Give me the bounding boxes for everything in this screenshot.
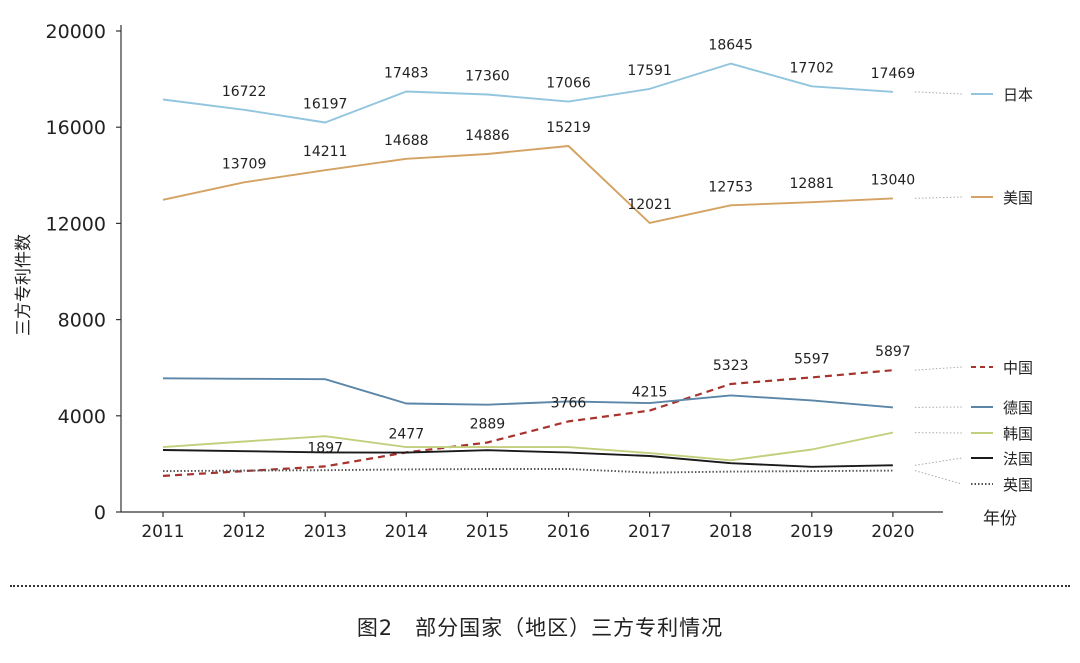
x-tick-label: 2018: [709, 522, 752, 542]
legend-leader-line: [914, 196, 963, 199]
x-tick-label: 2016: [547, 522, 590, 542]
legend-label-中国: 中国: [1003, 359, 1033, 377]
data-label: 5323: [713, 358, 749, 374]
data-label: 17066: [546, 76, 591, 92]
data-label: 1897: [307, 440, 343, 456]
legend-label-英国: 英国: [1003, 476, 1033, 494]
series-line-英国: [162, 468, 893, 474]
x-tick-label: 2015: [466, 522, 509, 542]
ticks: 0 4000 8000 12000 16000 20000 2011 2012 2013 2014…: [14, 21, 1017, 542]
series-line-韩国: [162, 431, 894, 462]
data-label: 17360: [465, 68, 510, 84]
data-label: 13040: [871, 172, 916, 188]
x-axis-label: 年份: [983, 509, 1017, 529]
x-tick-label: 2013: [304, 522, 347, 542]
data-label: 17591: [627, 63, 672, 79]
series-lines: [162, 62, 894, 477]
axes: [120, 25, 943, 513]
figure-caption: 图2 部分国家（地区）三方专利情况: [356, 616, 724, 640]
data-label: 16197: [303, 96, 348, 112]
legend-label-德国: 德国: [1003, 399, 1033, 417]
series-line-中国: [162, 369, 893, 477]
divider: [10, 585, 1070, 587]
legend-label-日本: 日本: [1003, 86, 1033, 104]
y-axis-label: 三方专利件数: [14, 234, 34, 336]
data-label: 4215: [632, 385, 668, 401]
data-label: 17469: [871, 66, 916, 82]
series-line-法国: [162, 449, 893, 468]
data-label: 5597: [794, 351, 830, 367]
data-labels: 16722 16197 17483 17360 17066 17591 18645 17702…: [222, 38, 915, 457]
series-line-德国: [162, 377, 893, 409]
data-label: 14211: [303, 144, 348, 160]
legend-label-法国: 法国: [1003, 450, 1033, 468]
y-tick-label: 16000: [46, 117, 106, 139]
series-line-美国: [162, 145, 893, 224]
x-tick-label: 2019: [790, 522, 833, 542]
legend-leader-line: [914, 470, 963, 485]
data-label: 15219: [546, 120, 591, 136]
data-label: 12021: [627, 197, 672, 213]
data-label: 17702: [790, 60, 835, 76]
data-label: 14688: [384, 133, 429, 149]
y-tick-label: 0: [94, 502, 106, 524]
data-label: 2477: [388, 426, 424, 442]
line-chart: 0 4000 8000 12000 16000 20000 2011 2012 2013 2014…: [14, 21, 1033, 542]
legend-label-美国: 美国: [1003, 189, 1033, 207]
y-tick-label: 4000: [58, 406, 106, 428]
data-label: 12753: [708, 179, 753, 195]
data-label: 13709: [222, 156, 267, 172]
y-tick-label: 8000: [58, 310, 106, 332]
data-label: 18645: [708, 38, 753, 54]
data-label: 5897: [875, 344, 911, 360]
x-tick-label: 2017: [628, 522, 671, 542]
legend-leader-line: [914, 366, 963, 371]
data-label: 3766: [551, 395, 587, 411]
x-tick-label: 2020: [871, 522, 914, 542]
legend-leader-line: [914, 91, 963, 95]
x-tick-label: 2014: [385, 522, 428, 542]
data-label: 2889: [470, 417, 506, 433]
x-tick-label: 2011: [141, 522, 184, 542]
data-label: 16722: [222, 84, 267, 100]
data-label: 12881: [790, 176, 835, 192]
data-label: 14886: [465, 128, 510, 144]
data-label: 17483: [384, 66, 429, 82]
series-line-日本: [162, 62, 893, 124]
y-tick-label: 20000: [46, 21, 106, 43]
y-tick-label: 12000: [46, 213, 106, 235]
legend-leader-line: [914, 457, 963, 466]
x-tick-label: 2012: [222, 522, 265, 542]
legend-label-韩国: 韩国: [1003, 425, 1033, 443]
